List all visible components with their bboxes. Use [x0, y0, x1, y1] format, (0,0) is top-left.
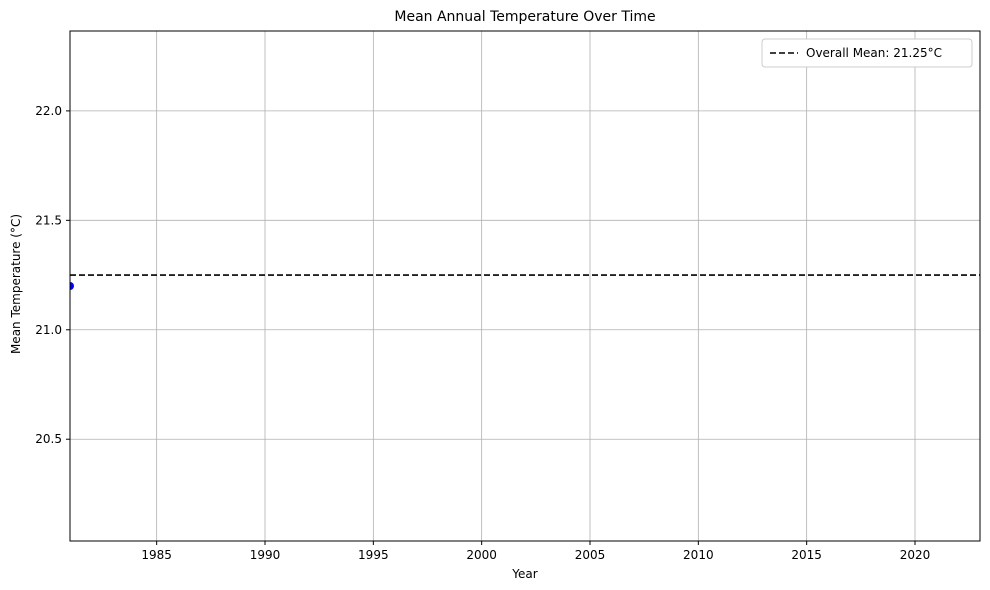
x-tick-label: 2010 [683, 548, 714, 562]
x-axis-label: Year [511, 567, 537, 581]
plot-area: 1985 1990 1995 2000 2005 2010 2015 2020 20.5 21.0… [35, 30, 981, 562]
y-tick-label: 20.5 [35, 432, 62, 446]
y-tick-label: 21.0 [35, 323, 62, 337]
x-tick-label: 2005 [575, 548, 606, 562]
y-axis-label: Mean Temperature (°C) [9, 214, 23, 354]
x-tick-label: 2000 [466, 548, 497, 562]
chart-title: Mean Annual Temperature Over Time [394, 9, 655, 25]
y-tick-label: 21.5 [35, 213, 62, 227]
x-tick-label: 2015 [791, 548, 822, 562]
y-tick-label: 22.0 [35, 104, 62, 118]
plot-frame [69, 30, 981, 542]
legend-box [761, 38, 973, 68]
x-tick-label: 1995 [358, 548, 389, 562]
x-tick-label: 1990 [250, 548, 281, 562]
legend-label: Overall Mean: 21.25°C [806, 46, 942, 60]
data-point [70, 282, 74, 290]
x-tick-label: 1985 [141, 548, 172, 562]
x-tick-label: 2020 [900, 548, 931, 562]
